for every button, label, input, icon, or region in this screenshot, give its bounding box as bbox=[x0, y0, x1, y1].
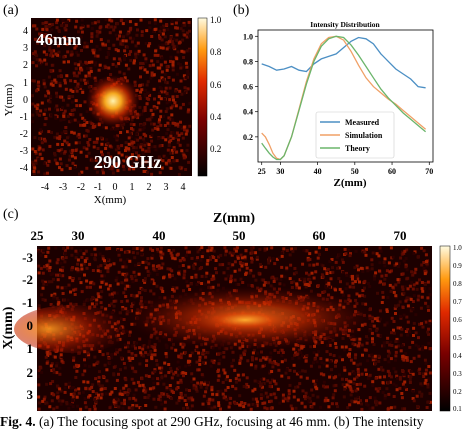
caption-figure-number: Fig. 4. bbox=[0, 414, 36, 429]
svg-text:50: 50 bbox=[233, 228, 246, 243]
svg-text:3: 3 bbox=[23, 43, 28, 54]
legend-box bbox=[315, 111, 395, 159]
svg-text:0.6: 0.6 bbox=[210, 80, 222, 90]
svg-text:3: 3 bbox=[164, 182, 169, 193]
legend: Measured Simulation Theory bbox=[320, 118, 383, 153]
svg-text:0.2: 0.2 bbox=[453, 388, 462, 396]
svg-text:0: 0 bbox=[113, 182, 118, 193]
svg-text:1.0: 1.0 bbox=[453, 244, 462, 252]
svg-text:-3: -3 bbox=[22, 250, 33, 265]
svg-text:0: 0 bbox=[27, 318, 34, 333]
x-tick-label: 30 bbox=[276, 167, 284, 176]
colorbar-a bbox=[197, 17, 208, 177]
svg-text:60: 60 bbox=[313, 228, 326, 243]
y-tick-label: 0.2 bbox=[243, 133, 253, 142]
chart-title: Intensity Distribution bbox=[310, 20, 380, 29]
line-chart: 25 30 40 50 60 70 0.2 0.4 0.6 0.8 1.0 bbox=[243, 32, 433, 176]
colorbar-c bbox=[439, 245, 451, 412]
svg-text:0.7: 0.7 bbox=[453, 298, 462, 306]
y-axis-label-a: Y(mm) bbox=[3, 83, 15, 116]
speckle-noise bbox=[31, 18, 192, 176]
legend-label-simulation: Simulation bbox=[345, 131, 383, 140]
panel-a-label: (a) bbox=[3, 3, 19, 18]
svg-text:70: 70 bbox=[394, 228, 407, 243]
focus-spot bbox=[86, 75, 140, 127]
svg-text:0.5: 0.5 bbox=[453, 334, 462, 342]
x-axis-label-c: Z(mm) bbox=[213, 211, 255, 226]
svg-text:25: 25 bbox=[31, 228, 45, 243]
svg-text:1: 1 bbox=[23, 78, 28, 89]
svg-text:4: 4 bbox=[23, 26, 28, 37]
svg-text:-4: -4 bbox=[41, 182, 49, 193]
svg-text:0.8: 0.8 bbox=[210, 47, 222, 57]
svg-text:2: 2 bbox=[27, 365, 34, 380]
svg-text:3: 3 bbox=[27, 387, 34, 402]
svg-text:2: 2 bbox=[23, 60, 28, 71]
x-axis-label-a: X(mm) bbox=[94, 194, 127, 206]
distance-label: 46mm bbox=[36, 30, 81, 49]
svg-text:-1: -1 bbox=[20, 112, 28, 123]
colorbar-a-ticks: 1.0 0.8 0.6 0.4 0.2 bbox=[210, 15, 222, 154]
svg-text:1: 1 bbox=[27, 341, 34, 356]
y-tick-label: 1.0 bbox=[243, 32, 253, 41]
caption-text: (a) The focusing spot at 290 GHz, focusi… bbox=[35, 414, 424, 429]
y-ticks-c: -3 -2 -1 0 1 2 3 bbox=[22, 250, 33, 402]
y-tick-label: 0.4 bbox=[243, 108, 253, 117]
left-bright-region bbox=[14, 305, 130, 353]
svg-text:-2: -2 bbox=[22, 272, 33, 287]
panel-c: (c) Z(mm) 25 30 40 50 60 70 -3 -2 -1 0 1… bbox=[1, 207, 462, 413]
panel-c-label: (c) bbox=[3, 207, 19, 222]
colorbar-c-ticks: 1.0 0.9 0.8 0.7 0.6 0.5 0.4 0.3 0.2 0.1 bbox=[453, 244, 462, 413]
figure-caption: Fig. 4. (a) The focusing spot at 290 GHz… bbox=[0, 414, 474, 430]
svg-text:2: 2 bbox=[147, 182, 152, 193]
svg-text:0: 0 bbox=[23, 95, 28, 106]
panel-b-label: (b) bbox=[233, 3, 250, 18]
svg-text:-2: -2 bbox=[20, 129, 28, 140]
svg-text:0.1: 0.1 bbox=[453, 405, 462, 413]
x-axis-label-b: Z(mm) bbox=[334, 177, 367, 189]
svg-text:-3: -3 bbox=[20, 146, 28, 157]
svg-text:-1: -1 bbox=[22, 295, 33, 310]
svg-text:0.4: 0.4 bbox=[210, 112, 222, 122]
svg-text:4: 4 bbox=[181, 182, 186, 193]
x-tick-label: 50 bbox=[351, 167, 359, 176]
legend-label-measured: Measured bbox=[345, 118, 380, 127]
svg-text:1.0: 1.0 bbox=[210, 15, 222, 25]
y-axis-label-c: X(mm) bbox=[1, 306, 16, 349]
svg-text:0.9: 0.9 bbox=[453, 262, 462, 270]
y-tick-label: 0.8 bbox=[243, 57, 253, 66]
x-ticks-a: -4 -3 -2 -1 0 1 2 3 4 bbox=[41, 182, 186, 193]
svg-text:30: 30 bbox=[72, 228, 85, 243]
svg-text:-2: -2 bbox=[77, 182, 85, 193]
svg-text:0.4: 0.4 bbox=[453, 352, 462, 360]
svg-text:-4: -4 bbox=[20, 163, 28, 174]
y-tick-label: 0.6 bbox=[243, 83, 253, 92]
series-line-theory bbox=[261, 35, 427, 161]
panel-b: (b) Intensity Distribution 25 30 40 50 60 70 0… bbox=[233, 3, 434, 189]
x-ticks-c: 25 30 40 50 60 70 bbox=[31, 228, 407, 243]
focal-core bbox=[185, 306, 305, 334]
x-tick-label: 40 bbox=[314, 167, 322, 176]
svg-text:1: 1 bbox=[130, 182, 135, 193]
svg-text:0.3: 0.3 bbox=[453, 370, 462, 378]
series-line-measured bbox=[261, 36, 426, 89]
svg-text:-1: -1 bbox=[94, 182, 102, 193]
frequency-label: 290 GHz bbox=[94, 152, 162, 172]
y-ticks-a: 4 3 2 1 0 -1 -2 -3 -4 bbox=[20, 26, 28, 174]
panel-a: (a) 46mm 290 GHz -4 -3 -2 -1 0 1 2 3 4 X… bbox=[3, 3, 222, 206]
x-tick-label: 70 bbox=[425, 167, 433, 176]
x-tick-label: 60 bbox=[388, 167, 396, 176]
legend-label-theory: Theory bbox=[345, 144, 370, 153]
svg-text:0.8: 0.8 bbox=[453, 280, 462, 288]
svg-text:40: 40 bbox=[153, 228, 166, 243]
svg-text:-3: -3 bbox=[59, 182, 67, 193]
x-tick-label: 25 bbox=[258, 167, 266, 176]
svg-text:0.2: 0.2 bbox=[210, 144, 221, 154]
svg-text:0.6: 0.6 bbox=[453, 316, 462, 324]
